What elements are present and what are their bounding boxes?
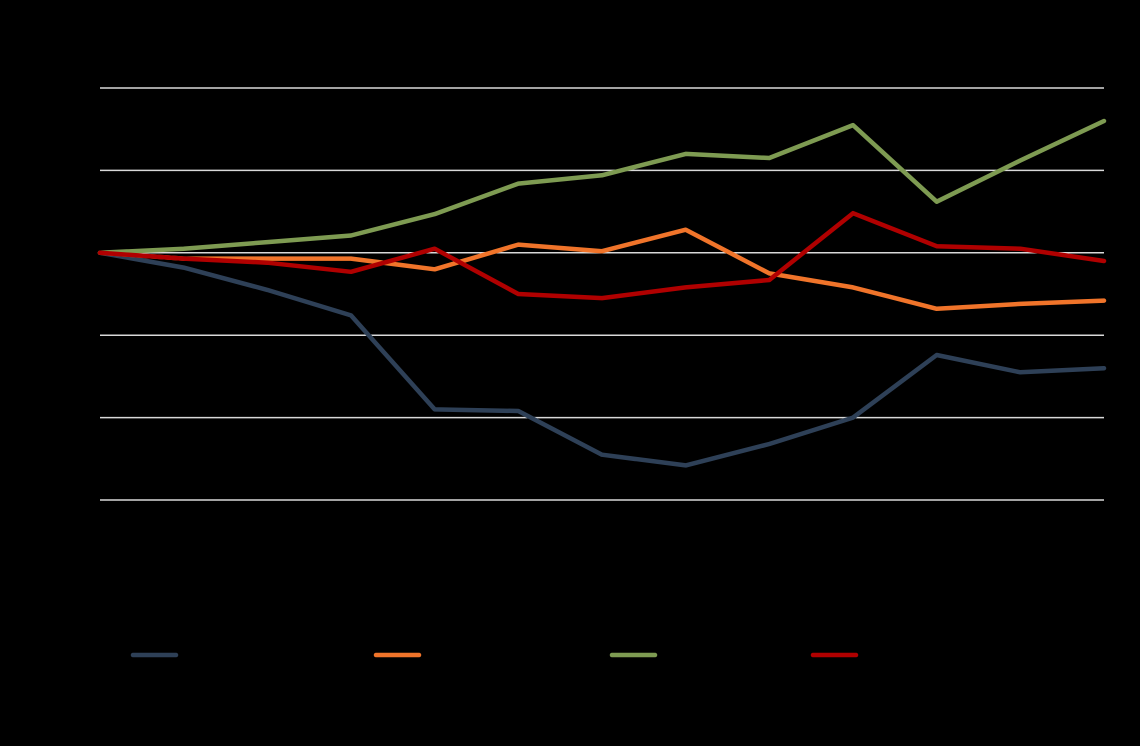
series-lines	[97, 118, 1107, 468]
series-line-2	[97, 118, 1107, 256]
series-line-1	[97, 227, 1107, 312]
gridlines	[100, 87, 1104, 501]
series-line-3	[97, 210, 1107, 301]
series-line-0	[97, 250, 1107, 468]
